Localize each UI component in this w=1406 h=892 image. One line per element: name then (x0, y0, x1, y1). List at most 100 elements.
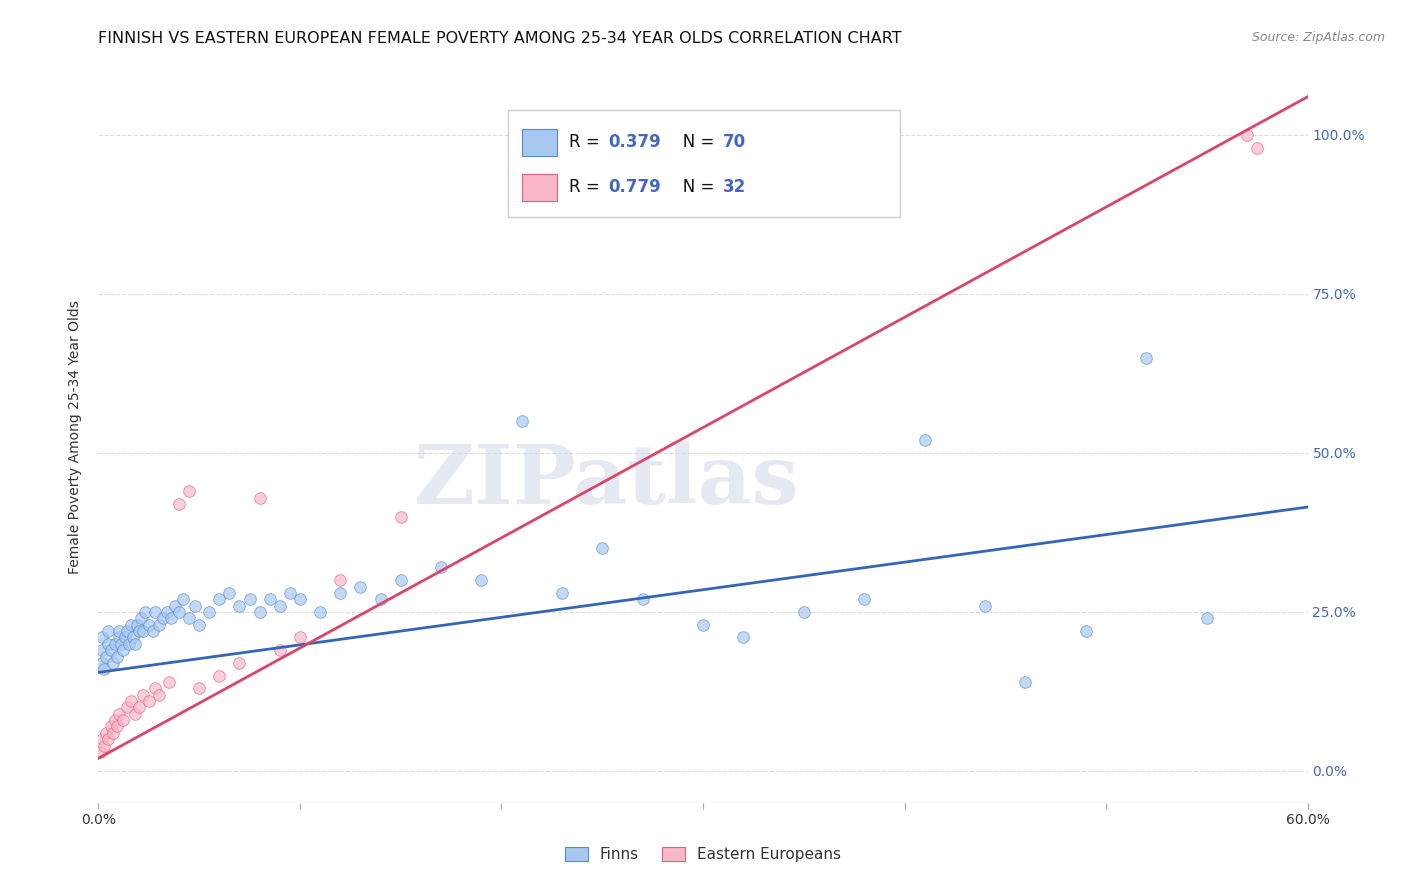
Point (107, 624, 129, 638)
Point (288, 592, 311, 607)
Point (591, 541, 613, 556)
Point (124, 637, 146, 651)
Point (156, 605, 179, 619)
Point (143, 605, 166, 619)
Point (853, 592, 876, 607)
Point (349, 580, 371, 594)
Point (172, 592, 194, 607)
Point (115, 624, 138, 638)
Text: R =: R = (568, 178, 605, 196)
Point (97, 624, 120, 638)
Point (142, 624, 165, 638)
Point (120, 617, 142, 632)
Point (1246, 141, 1268, 155)
Point (103, 713, 125, 727)
Point (188, 617, 211, 632)
Text: N =: N = (666, 134, 720, 152)
Text: 32: 32 (723, 178, 747, 196)
Point (228, 599, 250, 613)
Point (510, 414, 533, 428)
Point (184, 599, 207, 613)
Point (249, 605, 271, 619)
Point (259, 592, 281, 607)
Point (97, 732, 120, 747)
Point (100, 643, 122, 657)
Point (631, 592, 654, 607)
Point (138, 617, 160, 632)
Y-axis label: Female Poverty Among 25-34 Year Olds: Female Poverty Among 25-34 Year Olds (69, 300, 83, 574)
Point (239, 592, 262, 607)
Point (110, 637, 132, 651)
Point (111, 643, 134, 657)
Point (128, 700, 150, 714)
Point (93, 662, 115, 676)
Point (1135, 351, 1157, 365)
Point (138, 694, 160, 708)
Point (228, 656, 250, 670)
Point (430, 560, 453, 574)
Point (163, 599, 186, 613)
Point (124, 706, 146, 721)
Text: Source: ZipAtlas.com: Source: ZipAtlas.com (1251, 31, 1385, 45)
Point (329, 573, 352, 587)
Point (269, 599, 291, 613)
Point (132, 624, 155, 638)
Point (733, 631, 755, 645)
Point (91, 732, 114, 747)
Point (120, 694, 142, 708)
Legend: Finns, Eastern Europeans: Finns, Eastern Europeans (558, 841, 848, 868)
Point (100, 719, 122, 733)
Point (105, 719, 128, 733)
Point (96, 726, 118, 740)
Point (269, 643, 291, 657)
Point (389, 573, 412, 587)
Point (157, 675, 180, 690)
Point (152, 611, 174, 625)
Point (148, 617, 170, 632)
Point (278, 586, 301, 600)
Point (167, 497, 190, 511)
Point (128, 624, 150, 638)
Point (1236, 128, 1258, 142)
Point (107, 706, 129, 721)
Text: R =: R = (568, 134, 605, 152)
Point (188, 681, 211, 696)
Point (974, 599, 997, 613)
Point (198, 605, 221, 619)
Point (692, 617, 714, 632)
Point (389, 509, 412, 524)
Point (1074, 624, 1097, 638)
Text: 0.779: 0.779 (607, 178, 661, 196)
Point (134, 605, 156, 619)
Point (115, 700, 138, 714)
Text: N =: N = (666, 178, 720, 196)
Point (91, 643, 114, 657)
Point (101, 656, 124, 670)
Point (91, 656, 114, 670)
Point (103, 637, 125, 651)
Point (309, 605, 332, 619)
Point (91, 631, 114, 645)
Point (89, 745, 111, 759)
Point (329, 586, 352, 600)
Point (179, 484, 201, 499)
Text: 70: 70 (723, 134, 747, 152)
Point (129, 611, 152, 625)
Point (96, 649, 118, 664)
Point (370, 592, 392, 607)
Text: 0.379: 0.379 (607, 134, 661, 152)
Point (288, 631, 311, 645)
Point (1014, 675, 1036, 690)
Point (101, 726, 124, 740)
Point (143, 681, 166, 696)
Point (114, 631, 136, 645)
Point (97, 637, 120, 651)
Point (118, 637, 141, 651)
Point (208, 668, 231, 682)
Point (93, 739, 115, 753)
Point (105, 649, 128, 664)
Point (167, 605, 190, 619)
Point (249, 491, 271, 505)
Point (125, 617, 148, 632)
Point (148, 688, 170, 702)
